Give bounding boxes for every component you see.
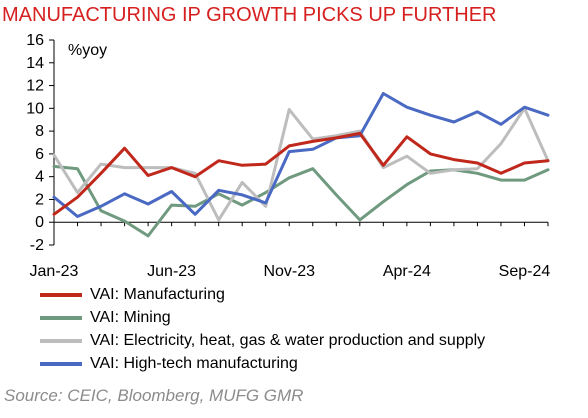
y-tick-label: 14 xyxy=(26,55,44,72)
legend-swatch xyxy=(40,338,82,343)
y-axis: -2 0 2 4 6 8 10 12 14 16 xyxy=(26,32,55,254)
legend-item: VAI: Manufacturing xyxy=(40,283,485,306)
y-tick-label: 4 xyxy=(35,169,44,186)
y-tick-label: -2 xyxy=(30,237,44,254)
legend-swatch xyxy=(40,361,82,366)
y-tick-label: 8 xyxy=(35,123,44,140)
series-lines xyxy=(52,92,550,238)
chart-title: MANUFACTURING IP GROWTH PICKS UP FURTHER xyxy=(2,4,497,26)
legend: VAI: Manufacturing VAI: Mining VAI: Electr… xyxy=(40,283,485,375)
x-axis: Jan-23 Jun-23 Nov-23 Apr-24 Sep-24 xyxy=(30,221,551,280)
legend-item: VAI: Electricity, heat, gas & water prod… xyxy=(40,329,485,352)
legend-label: VAI: Electricity, heat, gas & water prod… xyxy=(90,331,486,349)
y-tick-label: 6 xyxy=(35,146,44,163)
y-tick-label: 0 xyxy=(35,214,44,231)
x-tick-label: Apr-24 xyxy=(383,263,431,280)
x-tick-label: Jun-23 xyxy=(147,263,196,280)
x-tick-label: Jan-23 xyxy=(30,263,79,280)
line-chart: -2 0 2 4 6 8 10 12 14 16 Jan-23 Jun-23 Nov-23 Apr-24… xyxy=(26,32,551,280)
series-line-1 xyxy=(52,164,550,238)
legend-label: VAI: Manufacturing xyxy=(90,285,225,303)
legend-label: VAI: Mining xyxy=(90,308,171,326)
x-tick-label: Sep-24 xyxy=(499,263,551,280)
series-line-0 xyxy=(52,131,550,216)
legend-swatch xyxy=(40,292,82,297)
legend-label: VAI: High-tech manufacturing xyxy=(90,354,298,372)
x-tick-label: Nov-23 xyxy=(263,263,315,280)
y-tick-label: 12 xyxy=(26,78,44,95)
y-tick-label: 16 xyxy=(26,32,44,49)
legend-swatch xyxy=(40,315,82,320)
source-note: Source: CEIC, Bloomberg, MUFG GMR xyxy=(4,386,304,405)
legend-item: VAI: Mining xyxy=(40,306,485,329)
y-tick-label: 2 xyxy=(35,191,44,208)
y-tick-label: 10 xyxy=(26,100,44,117)
series-line-3 xyxy=(52,92,550,218)
y-unit-label: %yoy xyxy=(68,42,107,59)
series-line-2 xyxy=(52,106,550,222)
legend-item: VAI: High-tech manufacturing xyxy=(40,352,485,375)
